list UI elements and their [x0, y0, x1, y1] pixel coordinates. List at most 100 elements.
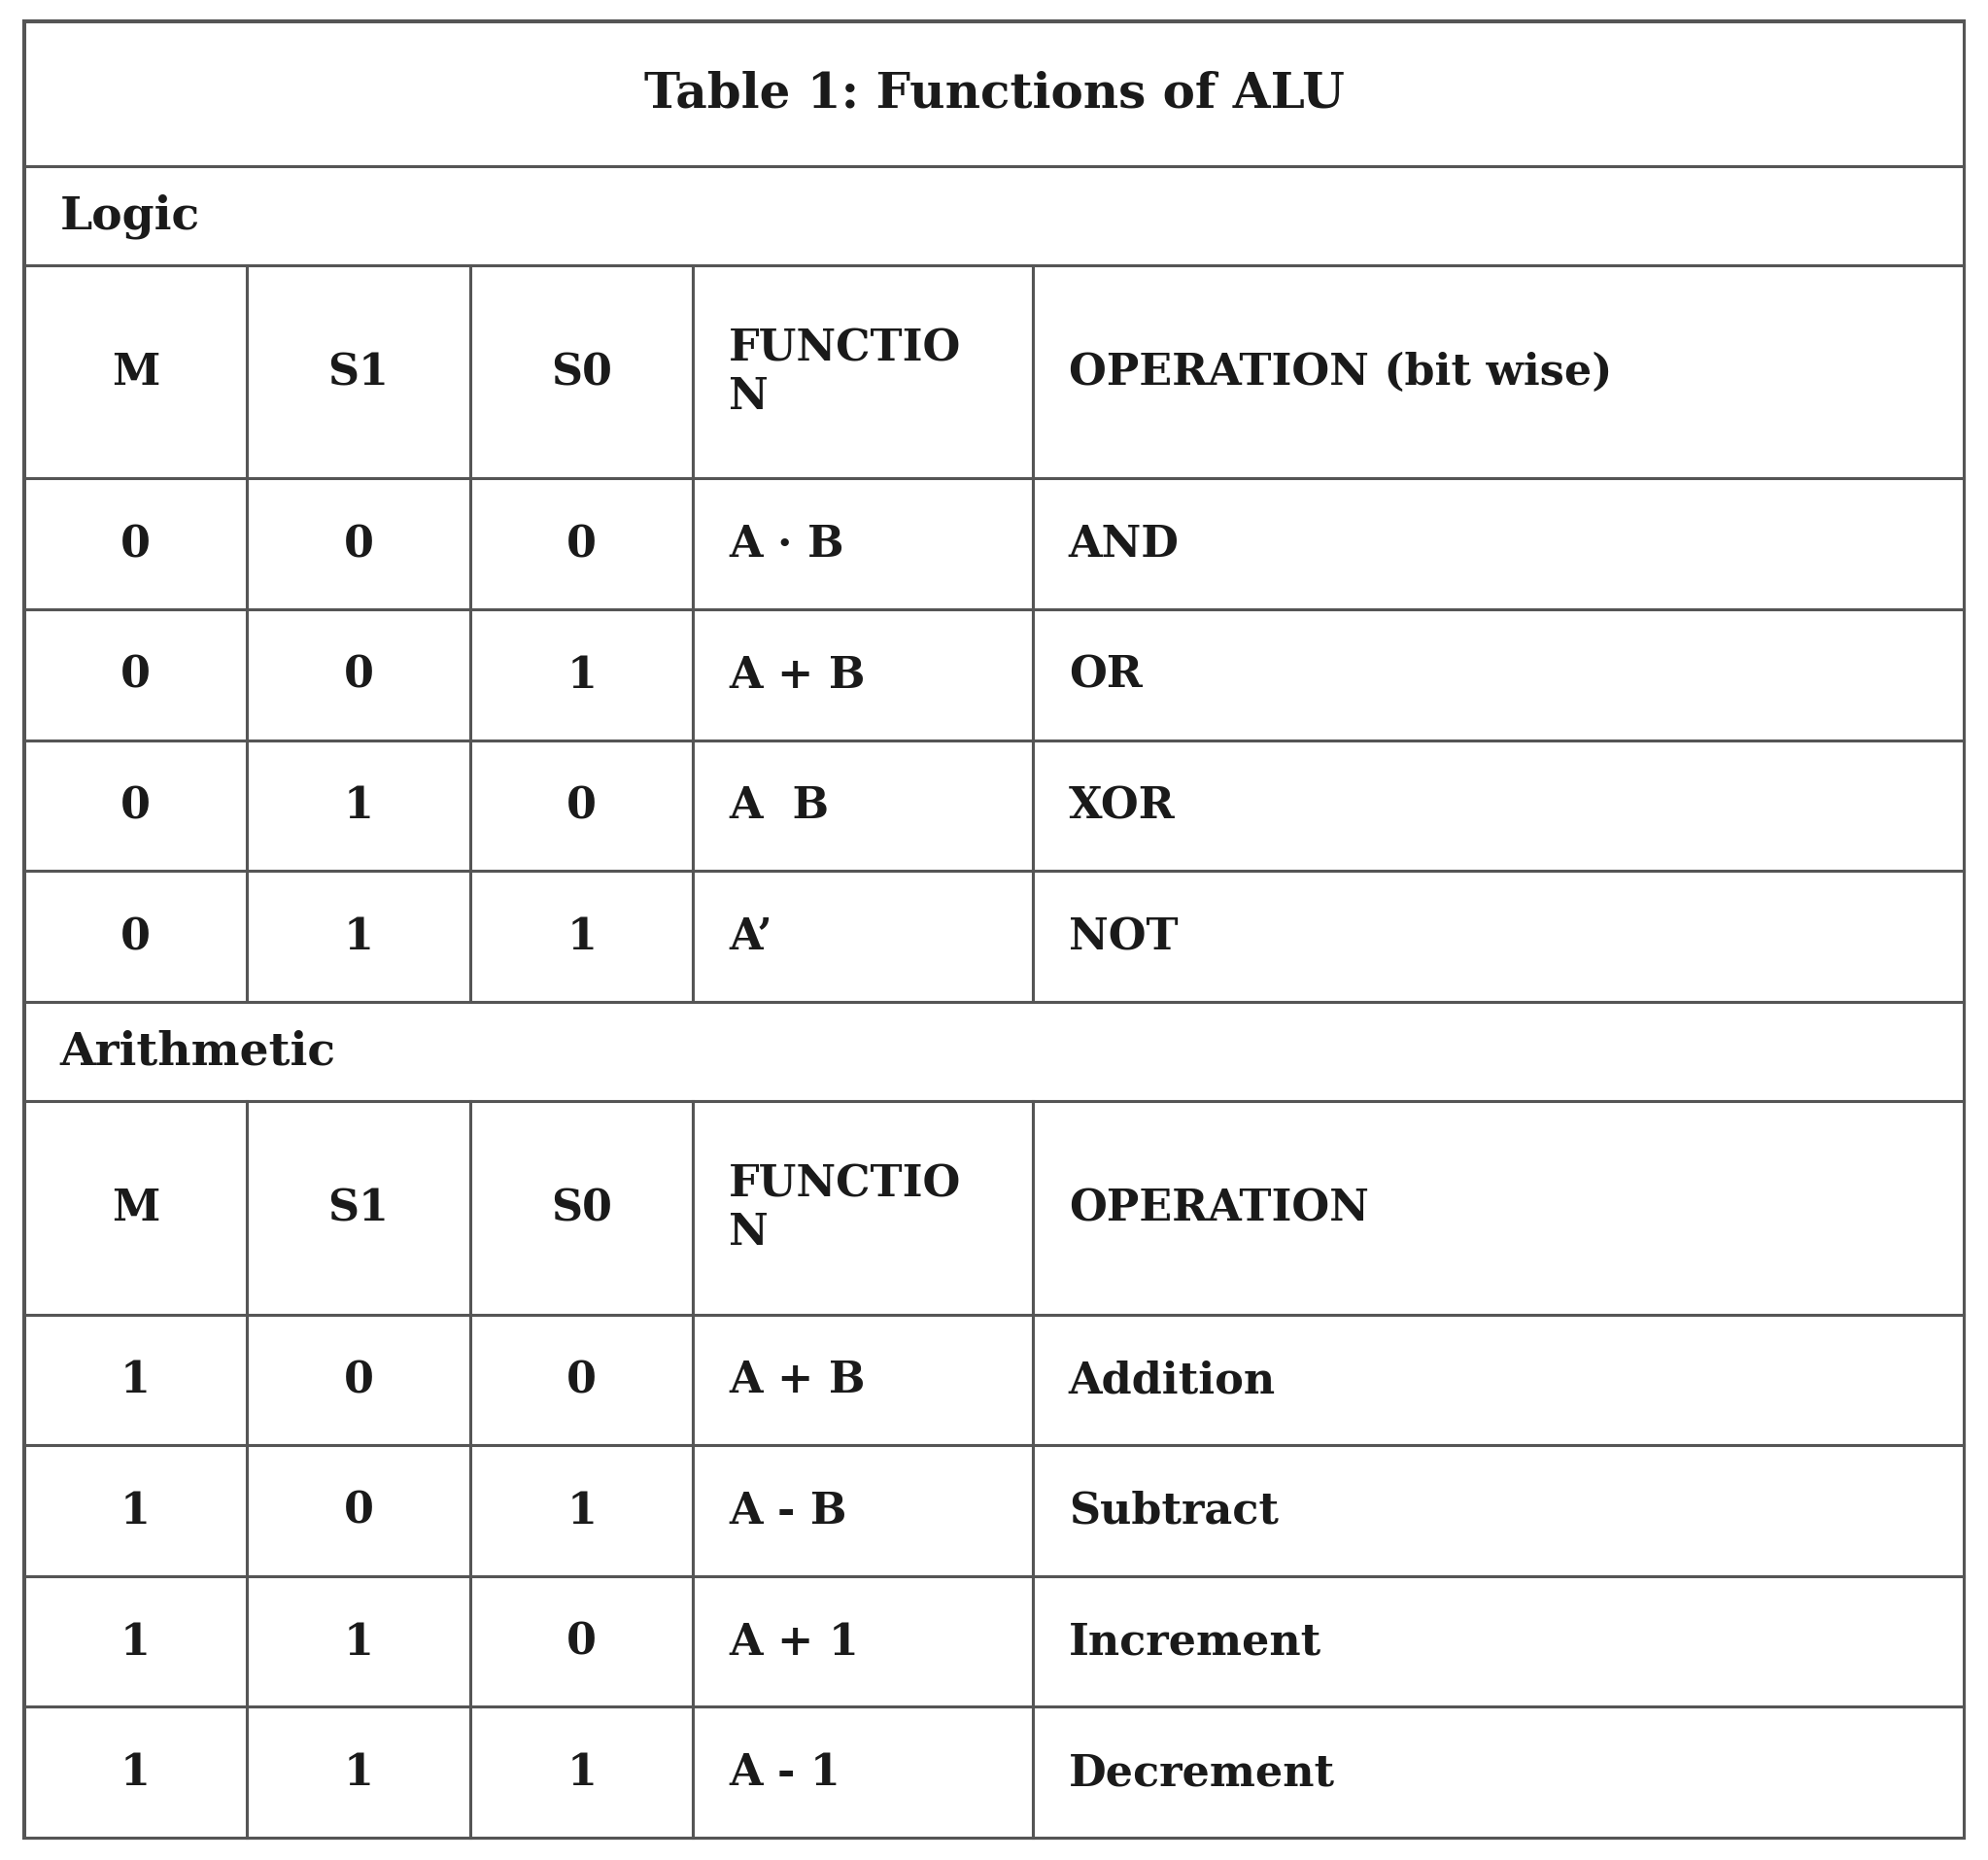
Text: M: M: [111, 352, 159, 394]
Bar: [1034, 872, 1964, 1003]
Text: 0: 0: [344, 655, 374, 696]
Bar: [24, 610, 247, 740]
Bar: [694, 1707, 1034, 1838]
Text: 0: 0: [344, 1360, 374, 1401]
Text: A + B: A + B: [730, 655, 865, 696]
Text: A’: A’: [730, 915, 773, 958]
Bar: [1034, 1101, 1964, 1315]
Bar: [247, 1445, 469, 1575]
Bar: [469, 740, 694, 872]
Text: 0: 0: [121, 785, 151, 828]
Text: FUNCTIO
N: FUNCTIO N: [730, 1162, 962, 1254]
Bar: [469, 610, 694, 740]
Text: 1: 1: [567, 1490, 596, 1531]
Bar: [24, 167, 1964, 266]
Bar: [24, 1101, 247, 1315]
Text: 0: 0: [344, 1490, 374, 1531]
Bar: [24, 872, 247, 1003]
Bar: [469, 480, 694, 610]
Bar: [247, 1315, 469, 1445]
Bar: [694, 872, 1034, 1003]
Text: Decrement: Decrement: [1070, 1752, 1336, 1793]
Text: 1: 1: [344, 785, 374, 828]
Text: NOT: NOT: [1070, 915, 1179, 958]
Text: 1: 1: [121, 1360, 151, 1401]
Text: 1: 1: [567, 655, 596, 696]
Bar: [1034, 1707, 1964, 1838]
Text: 1: 1: [344, 1752, 374, 1793]
Text: A - B: A - B: [730, 1490, 847, 1531]
Bar: [247, 1707, 469, 1838]
Text: 1: 1: [121, 1752, 151, 1793]
Bar: [1034, 480, 1964, 610]
Bar: [469, 266, 694, 480]
Bar: [469, 872, 694, 1003]
Bar: [24, 1707, 247, 1838]
Text: Logic: Logic: [60, 193, 199, 238]
Bar: [694, 266, 1034, 480]
Bar: [1034, 610, 1964, 740]
Bar: [247, 1101, 469, 1315]
Bar: [247, 610, 469, 740]
Bar: [694, 1445, 1034, 1575]
Bar: [1034, 740, 1964, 872]
Bar: [694, 740, 1034, 872]
Bar: [24, 740, 247, 872]
Text: A + B: A + B: [730, 1360, 865, 1401]
Text: 0: 0: [567, 785, 596, 828]
Bar: [694, 1575, 1034, 1707]
Bar: [24, 480, 247, 610]
Text: 1: 1: [567, 1752, 596, 1793]
Text: 0: 0: [567, 525, 596, 565]
Text: AND: AND: [1070, 525, 1179, 565]
Text: OPERATION (bit wise): OPERATION (bit wise): [1070, 352, 1612, 394]
Text: 0: 0: [344, 525, 374, 565]
Text: 0: 0: [121, 525, 151, 565]
Text: Addition: Addition: [1070, 1360, 1276, 1401]
Text: 1: 1: [121, 1620, 151, 1663]
Text: Table 1: Functions of ALU: Table 1: Functions of ALU: [644, 71, 1344, 119]
Bar: [694, 480, 1034, 610]
Text: 0: 0: [121, 655, 151, 696]
Bar: [469, 1445, 694, 1575]
Bar: [247, 1575, 469, 1707]
Text: S0: S0: [551, 1187, 612, 1229]
Text: FUNCTIO
N: FUNCTIO N: [730, 327, 962, 418]
Bar: [247, 480, 469, 610]
Bar: [24, 1003, 1964, 1101]
Bar: [469, 1315, 694, 1445]
Bar: [24, 266, 247, 480]
Text: Increment: Increment: [1070, 1620, 1322, 1663]
Bar: [1034, 1315, 1964, 1445]
Bar: [694, 1315, 1034, 1445]
Bar: [247, 872, 469, 1003]
Bar: [247, 740, 469, 872]
Text: OR: OR: [1070, 655, 1143, 696]
Bar: [24, 22, 1964, 167]
Bar: [24, 1315, 247, 1445]
Bar: [469, 1707, 694, 1838]
Text: S1: S1: [328, 1187, 390, 1229]
Bar: [469, 1101, 694, 1315]
Bar: [247, 266, 469, 480]
Bar: [24, 1575, 247, 1707]
Text: 1: 1: [567, 915, 596, 958]
Text: A - 1: A - 1: [730, 1752, 841, 1793]
Text: Arithmetic: Arithmetic: [60, 1029, 336, 1073]
Text: A  B: A B: [730, 785, 829, 828]
Text: 0: 0: [121, 915, 151, 958]
Bar: [1034, 266, 1964, 480]
Text: Subtract: Subtract: [1070, 1490, 1278, 1531]
Text: 1: 1: [344, 915, 374, 958]
Text: 0: 0: [567, 1620, 596, 1663]
Text: OPERATION: OPERATION: [1070, 1187, 1368, 1229]
Bar: [694, 610, 1034, 740]
Text: 0: 0: [567, 1360, 596, 1401]
Bar: [1034, 1445, 1964, 1575]
Text: XOR: XOR: [1070, 785, 1175, 828]
Text: S0: S0: [551, 352, 612, 394]
Bar: [469, 1575, 694, 1707]
Text: A + 1: A + 1: [730, 1620, 859, 1663]
Text: A · B: A · B: [730, 525, 845, 565]
Bar: [24, 1445, 247, 1575]
